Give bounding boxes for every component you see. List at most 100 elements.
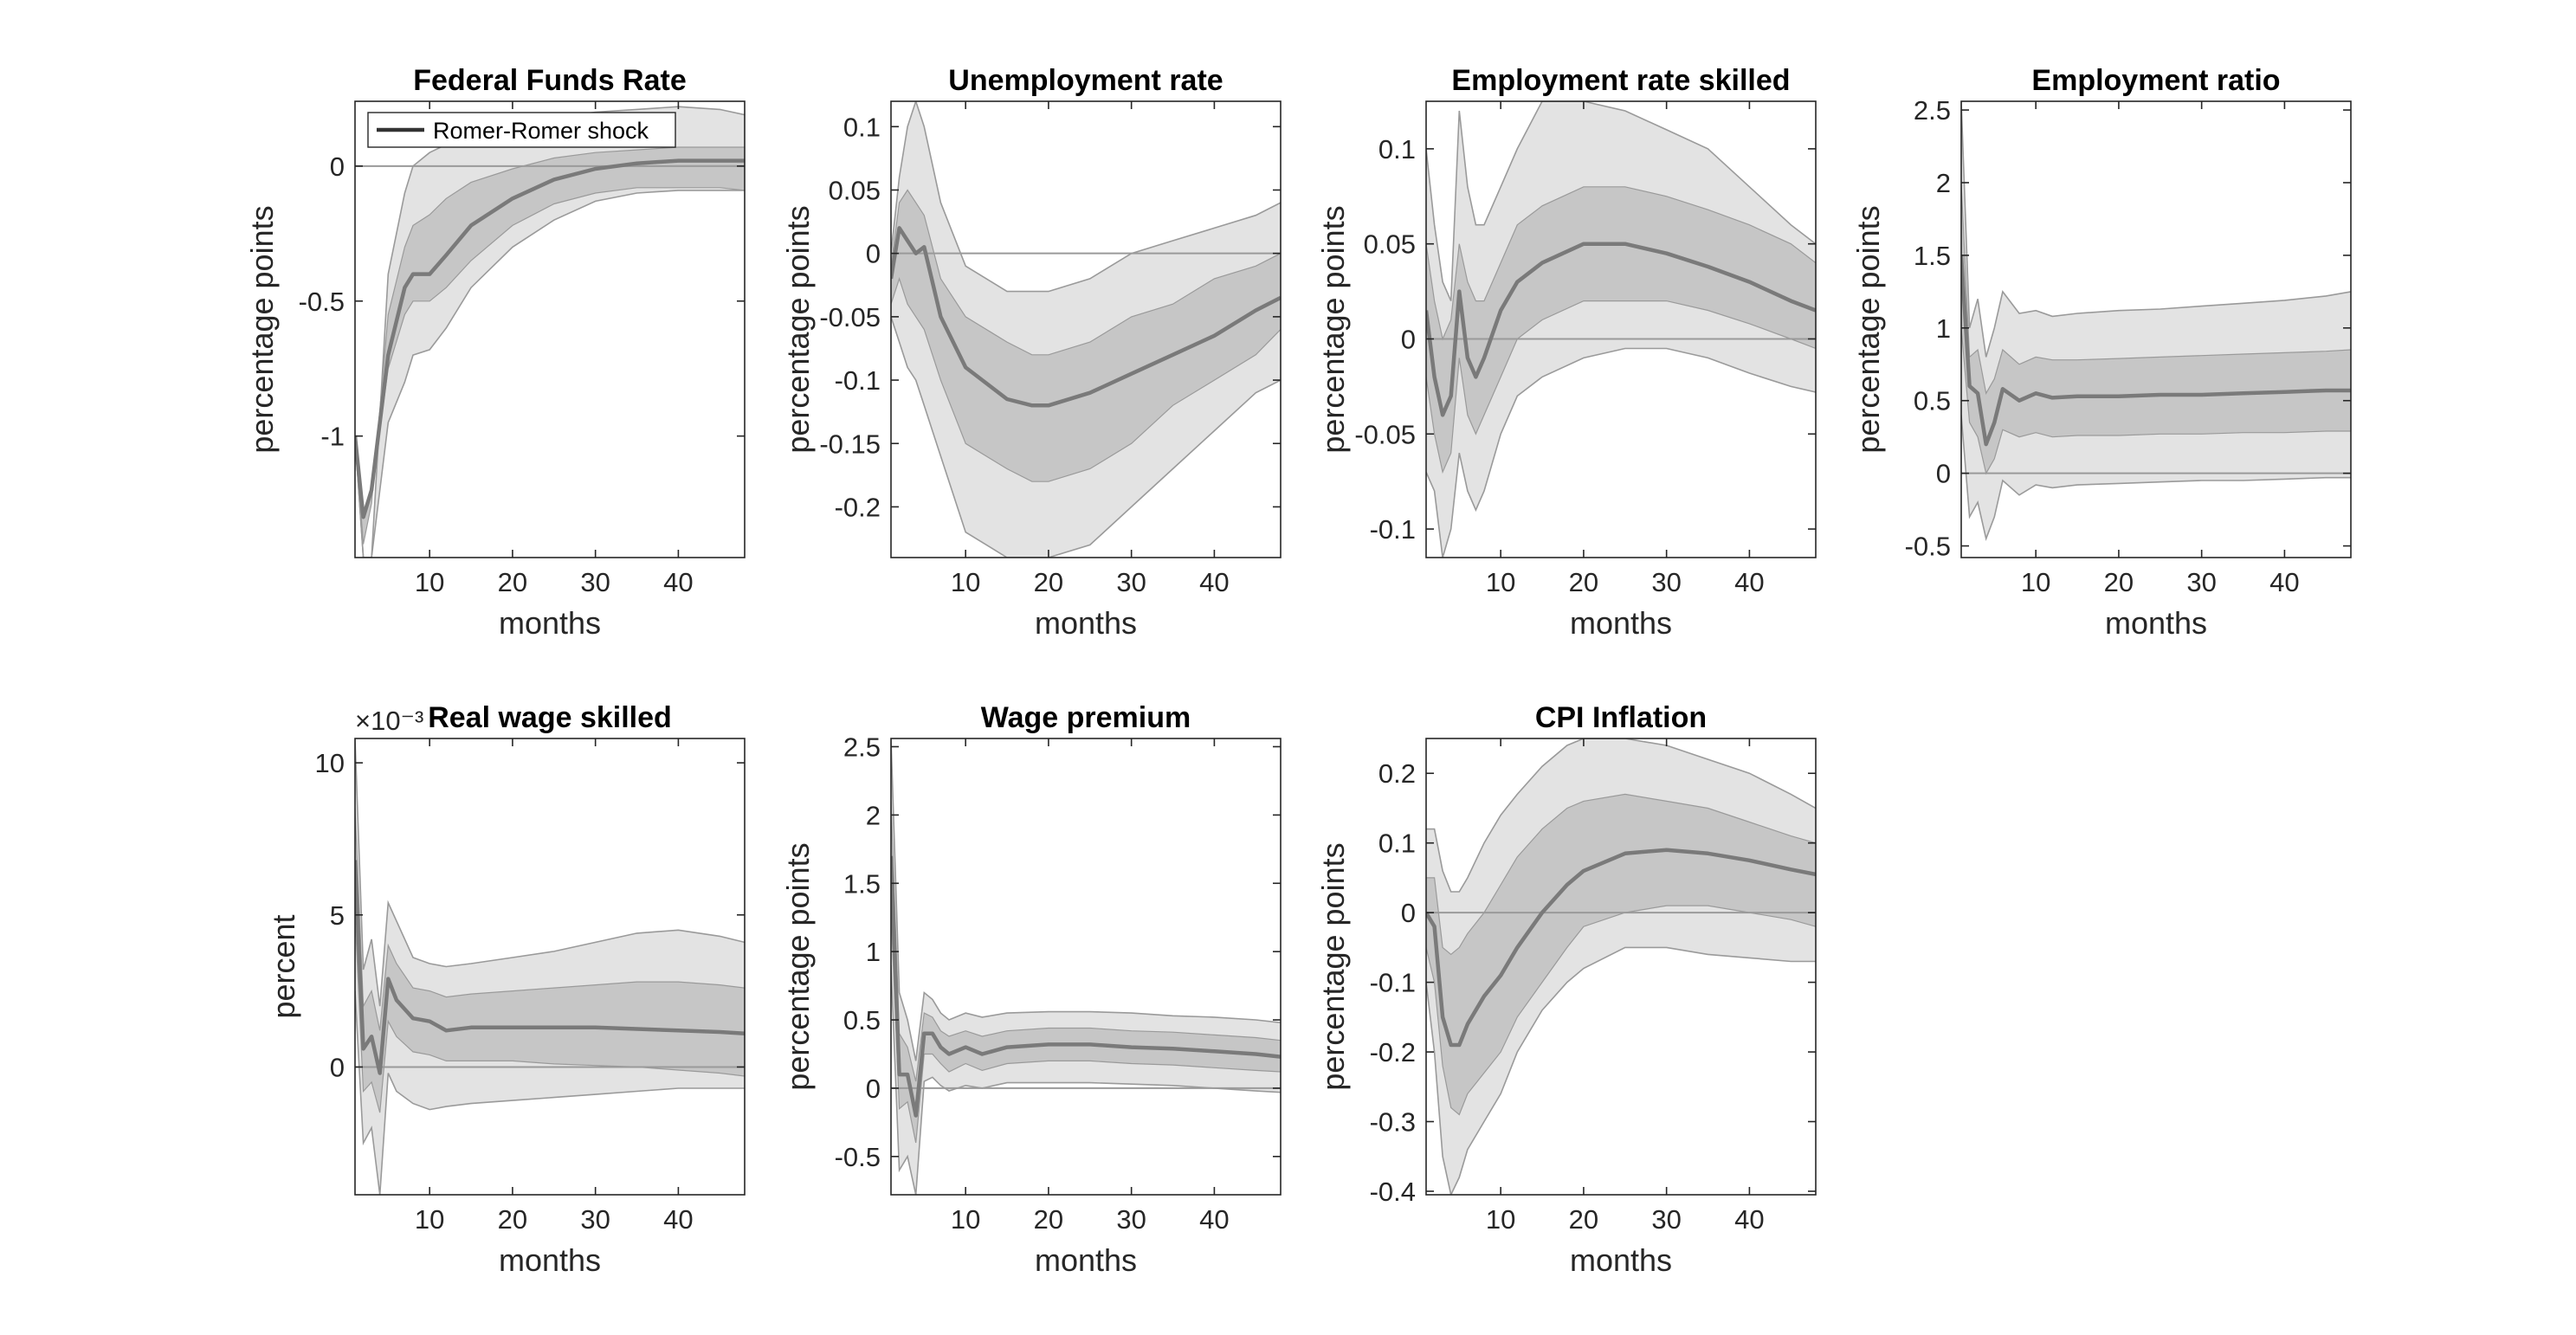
inner-band-edge — [891, 276, 1281, 482]
inner-band-edge — [1426, 793, 1816, 956]
axes-box — [890, 100, 1282, 558]
inner-band-edge — [1426, 186, 1816, 341]
outer-band-edge — [1426, 946, 1816, 1195]
y-tick-label: 0 — [330, 1052, 345, 1082]
inner-band-edge — [891, 801, 1281, 1082]
y-tick-label: 0.5 — [1914, 386, 1951, 416]
x-tick-label: 10 — [1486, 1204, 1515, 1235]
y-tick-label: -0.1 — [1370, 514, 1416, 545]
y-tick-label: 0.05 — [1364, 229, 1416, 260]
axes-box — [354, 738, 746, 1196]
y-tick-label: -0.2 — [835, 492, 881, 522]
x-tick-label: 10 — [1486, 567, 1515, 597]
axes-box — [1425, 738, 1817, 1196]
plot-area — [1961, 101, 2351, 541]
y-tick-label: -0.5 — [299, 287, 345, 317]
panel-title: Real wage skilled — [428, 701, 672, 734]
y-tick-label: 2.5 — [1914, 95, 1951, 126]
y-tick-label: 1.5 — [843, 868, 881, 899]
y-tick-label: -1 — [320, 422, 345, 452]
outer-band-edge — [355, 990, 745, 1195]
x-tick-label: 30 — [580, 567, 610, 597]
y-tick-label: 0.1 — [1378, 829, 1416, 859]
inner-band-edge — [355, 808, 745, 1031]
y-tick-label: -0.2 — [1370, 1037, 1416, 1067]
panel-5: 10 20 30 40 0 5 10 Real wage skilled months perce… — [266, 701, 746, 1278]
x-axis-label: months — [2105, 605, 2207, 641]
y-tick-label: 0.2 — [1378, 758, 1416, 789]
legend-label: Romer-Romer shock — [433, 118, 649, 144]
inner-confidence-band — [355, 808, 745, 1113]
y-tick-label: 2 — [866, 800, 881, 830]
plot-area — [891, 738, 1281, 1195]
x-tick-label: 30 — [1116, 567, 1146, 597]
plot-area — [1426, 101, 1816, 558]
x-tick-label: 20 — [1034, 567, 1063, 597]
x-tick-label: 20 — [1569, 567, 1598, 597]
plot-area — [1426, 738, 1816, 1195]
y-tick-label: -0.15 — [819, 429, 881, 459]
y-axis-label: percentage points — [780, 205, 816, 453]
y-tick-label: 1.5 — [1914, 241, 1951, 271]
y-tick-label: 0 — [330, 152, 345, 182]
y-tick-label: 0.1 — [1378, 134, 1416, 164]
panel-7: 10 20 30 40 -0.4 -0.3 -0.2 -0.1 0 0.1 0.2 CPI Infla… — [1315, 701, 1817, 1278]
outer-band-edge — [891, 738, 1281, 1061]
y-tick-label: 0 — [866, 1074, 881, 1104]
legend: Romer-Romer shock — [367, 112, 676, 148]
y-tick-label: -0.4 — [1370, 1177, 1416, 1207]
outer-band-edge — [1426, 101, 1816, 301]
inner-confidence-band — [891, 190, 1281, 482]
panel-4: 10 20 30 40 -0.5 0 0.5 1 1.5 2 2.5 Employment ratio… — [1850, 64, 2352, 641]
y-tick-label: -0.05 — [819, 302, 881, 332]
y-axis-label: percentage points — [1315, 205, 1351, 453]
x-tick-label: 30 — [1116, 1204, 1146, 1235]
median-response-line — [1961, 255, 2351, 447]
x-tick-label: 10 — [415, 1204, 444, 1235]
x-tick-label: 30 — [1651, 567, 1681, 597]
y-tick-label: 1 — [1936, 313, 1951, 344]
plot-area — [355, 738, 745, 1195]
inner-confidence-band — [891, 801, 1281, 1143]
median-response-line — [891, 855, 1281, 1118]
y-tick-label: 1 — [866, 937, 881, 967]
panel-title: Employment ratio — [2031, 64, 2280, 97]
outer-band-edge — [1426, 347, 1816, 558]
panel-title: Wage premium — [981, 701, 1191, 734]
panel-3: 10 20 30 40 -0.1 -0.05 0 0.05 0.1 Employment rate… — [1315, 64, 1817, 641]
median-response-line — [1426, 848, 1816, 1048]
x-axis-label: months — [1035, 1242, 1137, 1278]
outer-band-edge — [1961, 101, 2351, 358]
x-tick-label: 30 — [1651, 1204, 1681, 1235]
x-tick-label: 40 — [1734, 567, 1764, 597]
panel-title: CPI Inflation — [1535, 701, 1707, 734]
axes-box — [1425, 100, 1817, 558]
x-tick-label: 20 — [1569, 1204, 1598, 1235]
outer-band-edge — [355, 738, 745, 1007]
median-response-line — [355, 860, 745, 1075]
x-tick-label: 20 — [2104, 567, 2134, 597]
x-tick-label: 20 — [498, 1204, 527, 1235]
x-axis-label: months — [499, 605, 601, 641]
inner-band-edge — [1961, 327, 2351, 475]
y-tick-label: -0.1 — [1370, 968, 1416, 998]
inner-band-edge — [891, 189, 1281, 356]
x-tick-label: 10 — [951, 1204, 980, 1235]
y-tick-label: -0.05 — [1354, 419, 1416, 449]
y-exponent-label: ×10⁻³ — [355, 706, 423, 736]
y-tick-label: 5 — [330, 900, 345, 931]
x-tick-label: 40 — [1734, 1204, 1764, 1235]
y-tick-label: 0 — [866, 239, 881, 269]
axes-box — [1960, 100, 2352, 558]
inner-band-edge — [355, 914, 745, 1113]
y-tick-label: -0.3 — [1370, 1107, 1416, 1138]
y-tick-label: 0.1 — [843, 112, 881, 142]
plot-area — [891, 101, 1281, 558]
panel-title: Unemployment rate — [948, 64, 1223, 97]
x-tick-label: 30 — [580, 1204, 610, 1235]
outer-band-edge — [891, 101, 1281, 293]
y-tick-label: 2.5 — [843, 732, 881, 762]
panel-title: Federal Funds Rate — [413, 64, 687, 97]
x-tick-label: 10 — [951, 567, 980, 597]
